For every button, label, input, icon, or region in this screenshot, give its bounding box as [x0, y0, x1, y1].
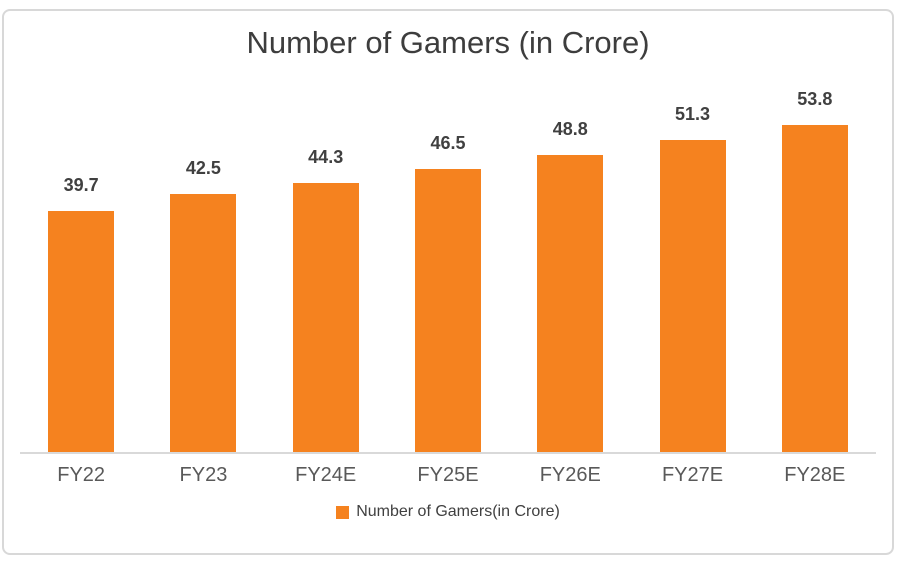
bar-value-label: 44.3	[308, 147, 344, 167]
bar-column: 44.3	[265, 78, 387, 452]
x-tick-label: FY26E	[539, 464, 601, 486]
bar	[170, 194, 237, 452]
x-tick-label: FY28E	[784, 464, 846, 486]
bar-column: 48.8	[509, 78, 631, 452]
legend-swatch-icon	[336, 505, 350, 519]
bar-value-label: 42.5	[185, 158, 221, 178]
bar-value-label: 48.8	[552, 119, 588, 139]
bar	[292, 183, 359, 452]
bar-column: 42.5	[142, 78, 264, 452]
legend: Number of Gamers(in Crore)	[4, 503, 892, 521]
bar	[48, 211, 115, 452]
bar-column: 53.8	[754, 78, 876, 452]
bar-value-label: 46.5	[430, 133, 466, 153]
bar-column: 39.7	[20, 78, 142, 452]
bar	[781, 125, 848, 452]
bar	[659, 140, 726, 452]
x-tick-label: FY25E	[417, 464, 479, 486]
x-axis: FY22 FY23 FY24E FY25E FY26E FY27E FY28E	[20, 454, 876, 487]
chart-card: Number of Gamers (in Crore) 39.7 42.5 44.3…	[2, 9, 894, 555]
plot-area: 39.7 42.5 44.3 46.5 48.8 51.3 53.8	[20, 78, 876, 454]
x-tick-label: FY24E	[295, 464, 357, 486]
x-tick-label: FY22	[57, 464, 106, 486]
bar-value-label: 53.8	[797, 89, 833, 109]
x-tick-label: FY23	[179, 464, 228, 486]
bar-value-label: 39.7	[63, 175, 99, 195]
bar	[537, 155, 604, 452]
bar	[414, 169, 481, 452]
legend-label: Number of Gamers(in Crore)	[356, 503, 560, 520]
bar-column: 46.5	[387, 78, 509, 452]
chart-title: Number of Gamers (in Crore)	[246, 25, 650, 60]
x-tick-label: FY27E	[661, 464, 724, 486]
bar-column: 51.3	[631, 78, 753, 452]
bar-value-label: 51.3	[675, 104, 711, 124]
